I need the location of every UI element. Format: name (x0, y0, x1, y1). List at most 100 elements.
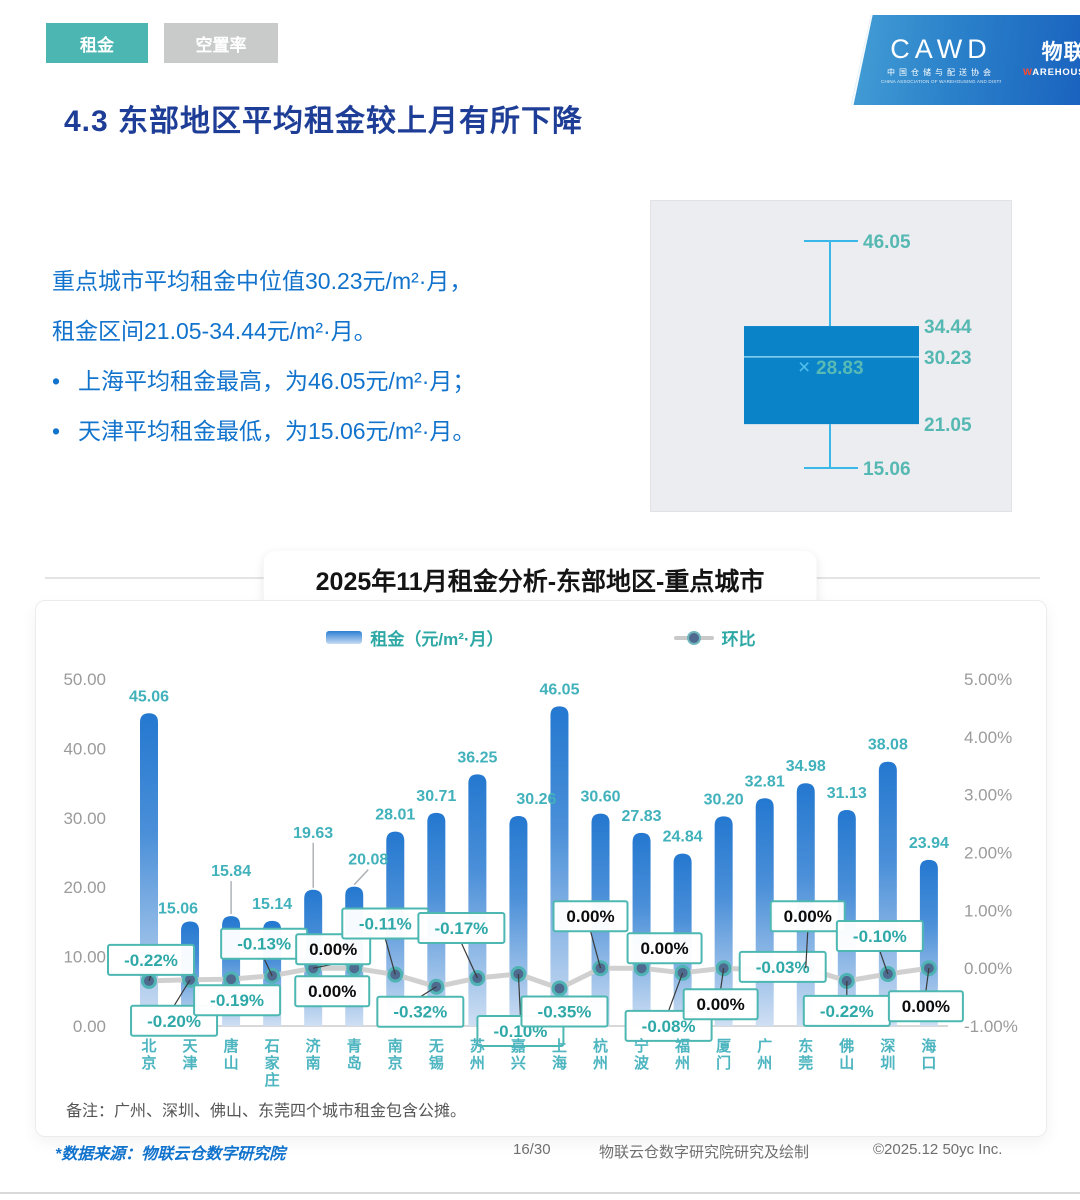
data-source: *数据来源：物联云仓数字研究院 (55, 1146, 286, 1163)
city-label: 上海 (552, 1038, 567, 1072)
right-axis-tick-label: 1.00% (964, 901, 1012, 920)
rent-chart: 0.00 10.00 20.00 30.00 40.00 50.00 -1.00% 0.00%… (63, 670, 1018, 1089)
cawd-english-name: CHINA ASSOCIATION OF WAREHOUSING AND DIS… (881, 79, 1001, 84)
momo-label-box (769, 900, 846, 933)
city-label: 南京 (388, 1037, 403, 1072)
city-label: 青岛 (347, 1037, 362, 1072)
momo-label: -0.08% (642, 1017, 696, 1036)
momo-label: 0.00% (697, 995, 745, 1014)
right-axis-tick-label: 5.00% (964, 670, 1012, 689)
left-axis-tick-label: 30.00 (63, 809, 106, 828)
city-label: 济南 (306, 1037, 322, 1072)
momo-label-box (417, 912, 506, 945)
credit-text: 物联云仓数字研究院研究及绘制 (599, 1144, 810, 1161)
boxplot-mean-label: 28.83 (816, 358, 864, 379)
page-title: 4.3 东部地区平均租金较上月有所下降 (64, 105, 584, 138)
momo-label-box (738, 950, 827, 983)
momo-label: 0.00% (902, 997, 950, 1016)
summary-line: 租金区间21.05-34.44元/m²·月。 (52, 318, 377, 344)
momo-label: -0.20% (147, 1012, 201, 1031)
momo-label-box (294, 975, 371, 1008)
cawd-logo: CAWD 中国仓储与配送协会 CHINA ASSOCIATION OF WARE… (881, 35, 1001, 84)
momo-label-box (107, 943, 195, 976)
bar-value-label: 23.94 (909, 835, 949, 852)
city-label: 海口 (921, 1037, 936, 1072)
right-axis-tick-label: -1.00% (964, 1017, 1018, 1036)
city-label: 唐山 (224, 1037, 239, 1072)
iqr-box (744, 326, 919, 425)
legend-rent: 租金（元/m²·月） (326, 625, 504, 650)
bar-value-label: 36.25 (457, 749, 497, 766)
bar-value-label: 30.71 (416, 788, 456, 805)
bar-value-label: 20.08 (348, 852, 388, 869)
boxplot-panel: 46.05 34.44 30.23 21.05 15.06 × 28.83 (650, 200, 1012, 512)
momo-label-leader (384, 938, 396, 975)
momo-label-box (520, 995, 609, 1028)
city-label: 北京 (141, 1038, 156, 1072)
momo-point (469, 970, 486, 987)
momo-label: 0.00% (308, 982, 356, 1001)
bullet-dot: • (52, 368, 61, 394)
bar-value-label: 32.81 (745, 773, 785, 790)
bar-value-label: 45.06 (129, 688, 169, 705)
momo-label-leader (925, 968, 930, 992)
momo-label: -0.11% (359, 915, 412, 934)
cawd-wordmark: CAWD (890, 34, 992, 65)
momo-point (223, 971, 240, 988)
city-label: 石家庄 (264, 1038, 280, 1089)
momo-label-leader (805, 931, 809, 969)
bullet-dot: • (52, 418, 61, 444)
page-number: 16/30 (513, 1141, 551, 1158)
momo-label-box (193, 984, 282, 1017)
momo-label-leader (720, 968, 725, 990)
city-label: 杭州 (592, 1037, 608, 1072)
city-label: 苏州 (469, 1037, 485, 1072)
momo-point (879, 965, 896, 982)
mean-marker-icon: × (798, 356, 810, 379)
bar-label-leader (353, 869, 369, 886)
momo-point (551, 980, 568, 997)
left-axis-tick-label: 40.00 (63, 739, 106, 758)
bar-value-label: 46.05 (539, 681, 579, 698)
tab-rent[interactable]: 租金 (46, 23, 148, 63)
city-label: 嘉兴 (510, 1037, 526, 1072)
wyc-wordmark: 物联云仓 (1041, 41, 1080, 65)
momo-label: 0.00% (640, 939, 688, 958)
left-axis-tick-label: 50.00 (63, 670, 106, 689)
right-axis-tick-label: 0.00% (964, 959, 1012, 978)
city-label: 广州 (756, 1037, 772, 1072)
momo-label-box (835, 919, 924, 952)
bar-value-label: 30.60 (580, 789, 620, 806)
rent-chart-card: 0.00 10.00 20.00 30.00 40.00 50.00 -1.00% 0.00%… (35, 600, 1047, 1137)
momo-label: 0.00% (784, 907, 832, 926)
summary-block: 重点城市平均租金中位值30.23元/m²·月， 租金区间21.05-34.44元… (52, 256, 642, 456)
boxplot-q1-label: 21.05 (924, 415, 972, 436)
line-swatch-icon (673, 630, 714, 645)
momo-label: 0.00% (309, 940, 357, 959)
city-label: 佛山 (838, 1037, 854, 1072)
momo-label-box (682, 988, 759, 1021)
city-label: 宁波 (634, 1037, 650, 1072)
boxplot-median-label: 30.23 (924, 348, 972, 369)
momo-label: -0.03% (756, 958, 810, 977)
left-axis-tick-label: 10.00 (63, 948, 106, 967)
right-axis-tick-label: 4.00% (964, 728, 1012, 747)
rent-bar (837, 809, 856, 1026)
bar-swatch-icon (326, 631, 363, 644)
momo-label: -0.10% (853, 927, 907, 946)
momo-label: -0.22% (124, 951, 178, 970)
momo-label-leader (668, 972, 684, 1012)
rent-bar (509, 815, 528, 1026)
warehouse-in-cloud-logo: 物联云仓 WAREHOUSE IN CLOUD (1023, 41, 1080, 78)
bar-value-label: 15.14 (252, 896, 292, 913)
bar-value-label: 15.06 (158, 900, 198, 917)
dot-icon (686, 630, 701, 645)
momo-label-leader (589, 931, 602, 969)
legend-momo-label: 环比 (721, 630, 756, 649)
boxplot-min-label: 15.06 (863, 459, 911, 480)
momo-label: 0.00% (566, 907, 614, 926)
wyc-english-name: WAREHOUSE IN CLOUD (1023, 66, 1080, 78)
boxplot-q3-label: 34.44 (924, 317, 972, 338)
tab-vacancy[interactable]: 空置率 (164, 23, 278, 63)
momo-label-box (376, 995, 465, 1028)
